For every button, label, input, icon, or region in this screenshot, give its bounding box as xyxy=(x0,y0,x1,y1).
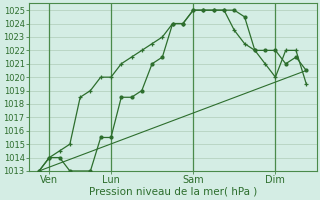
X-axis label: Pression niveau de la mer( hPa ): Pression niveau de la mer( hPa ) xyxy=(89,187,257,197)
